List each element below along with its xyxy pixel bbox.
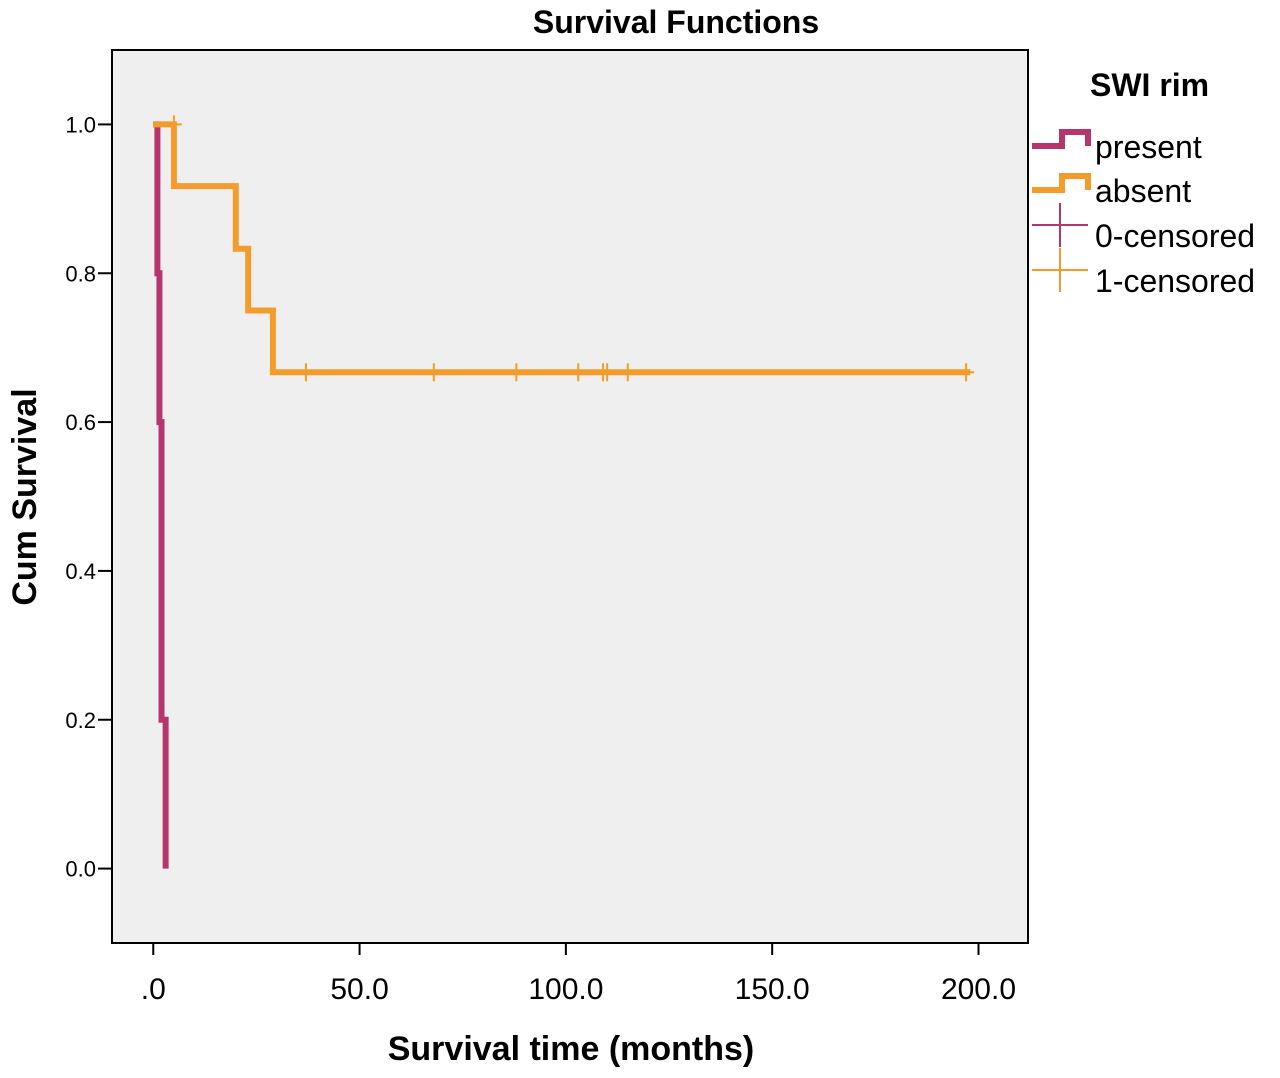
x-tick-label: 150.0: [735, 973, 810, 1006]
censor-mark-absent: [425, 363, 442, 382]
legend-symbol-present: [1032, 129, 1091, 149]
y-tick-label: 0.6: [65, 410, 96, 435]
series-line-absent: [153, 121, 971, 376]
legend-symbol-1-censored: [1032, 248, 1088, 292]
censor-mark-absent: [570, 363, 587, 382]
censor-mark-absent: [508, 363, 525, 382]
series-layer: [153, 115, 975, 869]
legend: SWI rim present absent 0-censored 1-censore…: [1032, 67, 1255, 299]
x-tick-label: 50.0: [330, 973, 388, 1006]
y-tick-label: 0.4: [65, 559, 96, 584]
series-line-present: [153, 121, 169, 869]
legend-label-present: present: [1095, 129, 1202, 165]
y-axis-label: Cum Survival: [6, 388, 44, 605]
legend-label-1-censored: 1-censored: [1095, 263, 1255, 299]
x-axis: .0 50.0 100.0 150.0 200.0: [141, 943, 1016, 1006]
legend-label-absent: absent: [1095, 173, 1191, 209]
x-tick-label: 100.0: [528, 973, 603, 1006]
censor-mark-absent: [297, 363, 314, 382]
x-tick-label: 200.0: [941, 973, 1016, 1006]
censor-mark-absent: [599, 363, 616, 382]
legend-symbol-0-censored: [1032, 203, 1088, 247]
chart-title: Survival Functions: [533, 4, 819, 40]
legend-symbol-absent: [1032, 173, 1091, 193]
y-tick-label: 0.0: [65, 857, 96, 882]
y-tick-label: 1.0: [65, 112, 96, 137]
y-axis: 0.0 0.2 0.4 0.6 0.8 1.0: [65, 112, 112, 882]
y-tick-label: 0.8: [65, 261, 96, 286]
x-axis-label: Survival time (months): [388, 1030, 755, 1068]
censor-mark-absent: [619, 363, 636, 382]
x-tick-label: .0: [141, 973, 166, 1006]
y-tick-label: 0.2: [65, 708, 96, 733]
censor-mark-absent: [165, 115, 182, 134]
plot-area: [111, 49, 1029, 944]
legend-title: SWI rim: [1090, 67, 1209, 103]
censor-mark-absent: [958, 363, 975, 382]
legend-label-0-censored: 0-censored: [1095, 218, 1255, 254]
